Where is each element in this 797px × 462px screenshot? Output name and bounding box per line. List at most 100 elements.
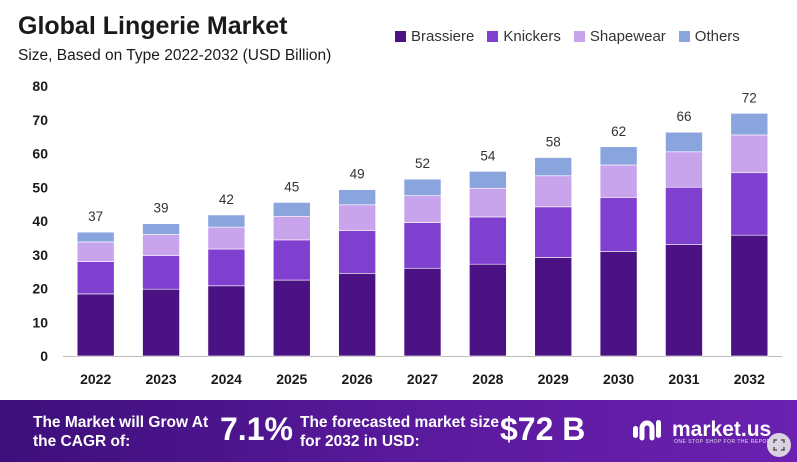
x-tick-label: 2031 bbox=[668, 371, 699, 387]
x-tick-label: 2023 bbox=[145, 371, 176, 387]
brand-name: market.us bbox=[672, 418, 772, 441]
bar-segment-knickers bbox=[599, 197, 638, 252]
bar-segment-knickers bbox=[665, 186, 703, 245]
bar-segment-others bbox=[665, 131, 703, 153]
bar-total-label: 37 bbox=[88, 209, 103, 224]
bar-segment-others bbox=[207, 214, 246, 228]
legend-item-brassiere: Brassiere bbox=[395, 28, 474, 45]
bar-segment-brassiere bbox=[534, 257, 573, 357]
bar-segment-others bbox=[469, 171, 507, 189]
legend-item-knickers: Knickers bbox=[487, 28, 561, 45]
bar-segment-others bbox=[403, 178, 442, 196]
bar-segment-others bbox=[730, 113, 769, 136]
bar-segment-shapewear bbox=[403, 195, 442, 223]
bar-segment-brassiere bbox=[338, 273, 376, 357]
bar-segment-knickers bbox=[76, 261, 115, 295]
y-tick-label: 70 bbox=[32, 112, 48, 128]
bar-total-label: 62 bbox=[611, 124, 626, 139]
legend-swatch-others bbox=[678, 31, 690, 42]
expand-icon bbox=[773, 439, 785, 451]
bar-segment-others bbox=[599, 146, 638, 166]
y-tick-label: 20 bbox=[32, 281, 48, 297]
bar-total-label: 54 bbox=[480, 148, 496, 163]
bar-segment-knickers bbox=[272, 239, 311, 281]
bar-segment-shapewear bbox=[338, 204, 376, 231]
bar-total-label: 52 bbox=[415, 156, 430, 171]
x-tick-label: 2030 bbox=[603, 371, 634, 387]
stacked-bar-chart: 0102030405060708037202239202342202445202… bbox=[32, 78, 782, 387]
chart-subtitle: Size, Based on Type 2022-2032 (USD Billi… bbox=[18, 47, 332, 64]
bar-segment-shapewear bbox=[469, 187, 507, 218]
bar-segment-shapewear bbox=[76, 241, 115, 262]
bar-segment-knickers bbox=[403, 222, 442, 269]
y-tick-label: 30 bbox=[32, 247, 48, 263]
legend-label-others: Others bbox=[694, 28, 740, 45]
legend-item-others: Others bbox=[678, 28, 740, 45]
y-tick-label: 0 bbox=[40, 348, 48, 364]
bar-segment-brassiere bbox=[207, 285, 246, 357]
corner-action-button[interactable] bbox=[767, 433, 791, 457]
bar-segment-knickers bbox=[142, 255, 180, 290]
x-tick-label: 2032 bbox=[734, 371, 765, 387]
bar-segment-brassiere bbox=[665, 244, 703, 357]
y-tick-label: 10 bbox=[32, 314, 48, 330]
bar-total-label: 72 bbox=[742, 90, 757, 105]
legend-swatch-brassiere bbox=[395, 31, 406, 42]
legend-swatch-shapewear bbox=[573, 31, 585, 42]
bar-total-label: 58 bbox=[546, 135, 561, 150]
bar-segment-brassiere bbox=[730, 234, 769, 357]
bar-total-label: 49 bbox=[350, 167, 365, 182]
bar-total-label: 39 bbox=[154, 201, 169, 216]
chart-title: Global Lingerie Market bbox=[18, 12, 288, 40]
footer-banner: The Market will Grow At the CAGR of: 7.1… bbox=[0, 400, 797, 462]
bar-segment-knickers bbox=[534, 206, 573, 258]
bar-segment-others bbox=[272, 202, 311, 217]
bar-segment-knickers bbox=[338, 230, 376, 274]
bar-segment-brassiere bbox=[142, 288, 180, 357]
bar-segment-brassiere bbox=[403, 267, 442, 357]
bar-segment-knickers bbox=[730, 172, 769, 236]
y-tick-label: 40 bbox=[32, 213, 48, 229]
y-tick-label: 50 bbox=[32, 179, 48, 195]
x-tick-label: 2022 bbox=[80, 371, 111, 387]
x-tick-label: 2026 bbox=[342, 371, 373, 387]
bar-segment-shapewear bbox=[599, 164, 638, 198]
x-tick-label: 2028 bbox=[472, 371, 503, 387]
bar-total-label: 42 bbox=[219, 192, 234, 207]
chart-legend: Brassiere Knickers Shapewear Others bbox=[395, 28, 753, 45]
bar-segment-brassiere bbox=[599, 251, 638, 357]
bar-segment-shapewear bbox=[272, 215, 311, 241]
legend-label-shapewear: Shapewear bbox=[589, 28, 666, 45]
brand-tagline: ONE STOP SHOP FOR THE REPORTS bbox=[674, 439, 779, 445]
bar-segment-shapewear bbox=[534, 175, 573, 208]
bar-segment-shapewear bbox=[207, 226, 246, 250]
bar-segment-brassiere bbox=[272, 279, 311, 357]
legend-label-brassiere: Brassiere bbox=[411, 28, 475, 45]
bar-segment-knickers bbox=[207, 248, 246, 287]
x-tick-label: 2027 bbox=[407, 371, 438, 387]
bar-total-label: 66 bbox=[676, 109, 691, 124]
brand-logo[interactable]: market.us ONE STOP SHOP FOR THE REPORTS bbox=[632, 417, 778, 445]
bar-segment-brassiere bbox=[76, 293, 115, 357]
bar-segment-brassiere bbox=[469, 263, 507, 357]
legend-item-shapewear: Shapewear bbox=[573, 28, 666, 45]
bar-segment-others bbox=[338, 189, 376, 206]
bar-segment-others bbox=[76, 231, 115, 243]
market-us-logo-icon bbox=[633, 420, 661, 441]
legend-label-knickers: Knickers bbox=[503, 28, 561, 45]
cagr-label: The Market will Grow At the CAGR of: bbox=[33, 414, 209, 450]
y-tick-label: 60 bbox=[32, 146, 48, 162]
cagr-value: 7.1% bbox=[220, 411, 293, 447]
bar-segment-others bbox=[142, 223, 180, 235]
bar-segment-shapewear bbox=[142, 234, 180, 256]
bar-segment-shapewear bbox=[665, 151, 703, 188]
bar-segment-shapewear bbox=[730, 134, 769, 174]
bar-total-label: 45 bbox=[284, 179, 299, 194]
bar-segment-others bbox=[534, 157, 573, 177]
x-tick-label: 2029 bbox=[538, 371, 569, 387]
forecast-value: $72 B bbox=[500, 411, 586, 447]
x-tick-label: 2025 bbox=[276, 371, 307, 387]
y-tick-label: 80 bbox=[32, 78, 48, 94]
x-tick-label: 2024 bbox=[211, 371, 242, 387]
